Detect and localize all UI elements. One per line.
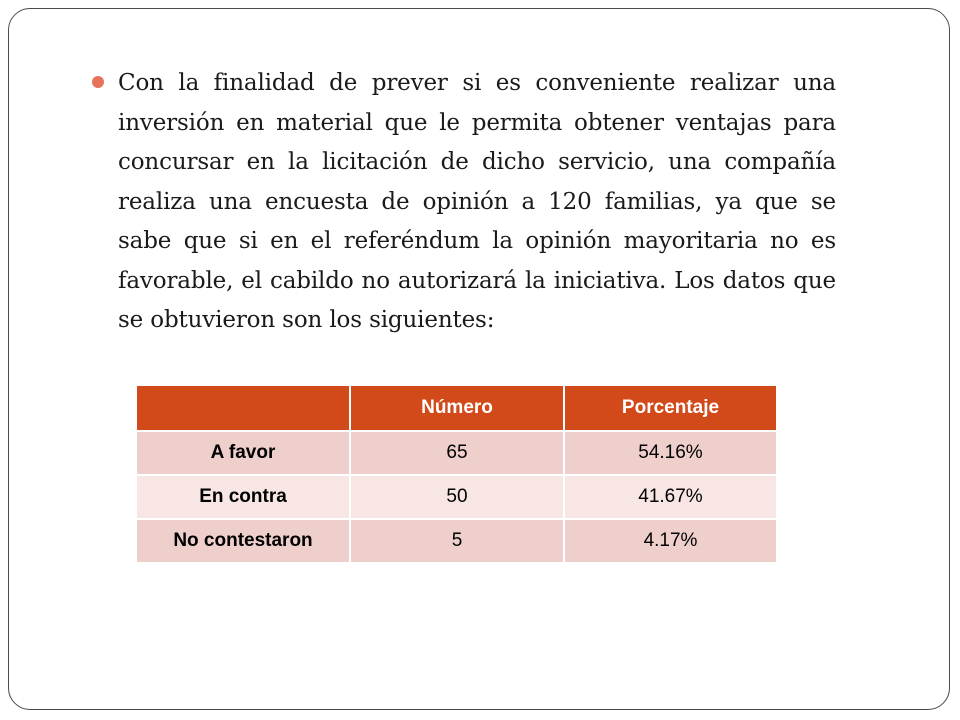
header-empty-cell (135, 384, 350, 431)
bullet-paragraph: Con la finalidad de prever si es conveni… (118, 70, 836, 333)
header-porcentaje: Porcentaje (563, 384, 776, 431)
row-label: En contra (135, 474, 350, 519)
cell-porcentaje: 54.16% (563, 430, 776, 475)
survey-results-table: Número Porcentaje A favor 65 54.16% En c… (135, 384, 776, 562)
row-label: No contestaron (135, 518, 350, 562)
table-row: En contra 50 41.67% (135, 474, 776, 519)
cell-porcentaje: 41.67% (563, 474, 776, 519)
slide-frame (8, 8, 950, 710)
table-row: A favor 65 54.16% (135, 430, 776, 475)
cell-numero: 5 (349, 518, 564, 562)
row-label: A favor (135, 430, 350, 475)
cell-numero: 65 (349, 430, 564, 475)
cell-numero: 50 (349, 474, 564, 519)
cell-porcentaje: 4.17% (563, 518, 776, 562)
table-header-row: Número Porcentaje (135, 384, 776, 431)
bullet-point-icon (92, 76, 104, 88)
table-row: No contestaron 5 4.17% (135, 518, 776, 562)
header-numero: Número (349, 384, 564, 431)
